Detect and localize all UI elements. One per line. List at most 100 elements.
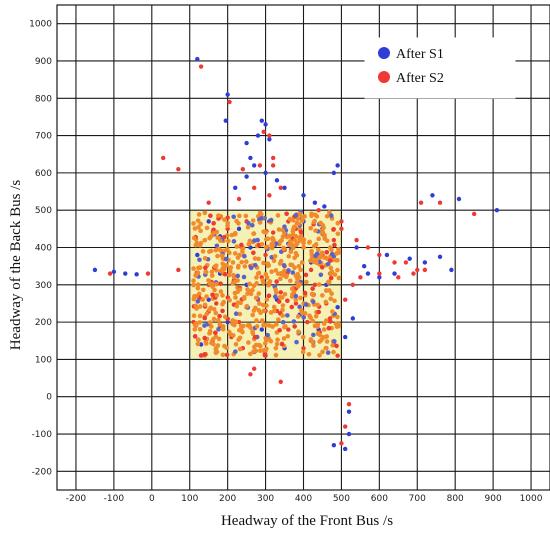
data-point (276, 227, 282, 232)
data-point (216, 336, 222, 342)
data-point (194, 306, 199, 311)
data-point (231, 239, 237, 244)
data-point (233, 295, 238, 300)
data-point (346, 401, 352, 407)
x-axis-title: Headway of the Front Bus /s (221, 513, 393, 529)
data-point (267, 137, 272, 142)
data-point (239, 242, 244, 248)
data-point (310, 286, 315, 291)
data-point (248, 291, 254, 297)
data-point (293, 293, 299, 299)
data-point (198, 228, 203, 234)
y-tick-label-bg (24, 241, 54, 253)
data-point (237, 311, 243, 317)
x-tick-label-bg (329, 493, 354, 504)
data-point (264, 275, 270, 280)
data-point (280, 307, 285, 313)
data-point (306, 352, 312, 357)
data-point (301, 315, 306, 320)
data-point (203, 269, 209, 275)
data-point (244, 140, 249, 146)
data-point (318, 220, 323, 226)
data-point (245, 224, 251, 230)
data-point (248, 245, 253, 250)
data-point (176, 166, 181, 172)
data-point (293, 250, 299, 256)
data-point (200, 249, 206, 254)
y-tick-label: 0 (46, 393, 52, 403)
data-point (263, 236, 269, 242)
data-point (208, 234, 214, 239)
data-point (195, 56, 200, 62)
data-point (244, 174, 249, 179)
data-point (278, 185, 283, 191)
data-point (293, 212, 299, 218)
data-point (231, 214, 236, 220)
data-point (256, 256, 261, 262)
data-point (263, 122, 268, 127)
data-point (384, 252, 390, 258)
data-point (238, 300, 243, 306)
x-tick-label-bg (101, 493, 126, 504)
data-point (316, 247, 321, 253)
data-point (392, 260, 397, 265)
data-point (248, 265, 254, 271)
data-point (191, 266, 196, 271)
y-tick-label: 600 (35, 169, 52, 179)
data-point (271, 304, 277, 310)
data-point (274, 290, 279, 295)
data-point (206, 219, 211, 224)
data-point (243, 213, 249, 219)
data-point (265, 332, 271, 338)
data-point (254, 318, 259, 323)
data-point (330, 309, 335, 314)
data-point (228, 265, 234, 270)
data-point (312, 200, 318, 205)
data-point (287, 278, 293, 284)
y-tick-label: 500 (35, 206, 52, 216)
data-point (297, 304, 302, 310)
data-point (282, 185, 287, 191)
data-point (261, 322, 266, 328)
data-point (456, 196, 462, 202)
x-tick-label: -200 (66, 494, 87, 504)
data-point (350, 316, 355, 321)
x-tick-label: 600 (371, 494, 388, 504)
data-point (217, 321, 223, 327)
x-tick-label-bg (215, 493, 240, 504)
data-point (377, 252, 382, 258)
data-point (295, 314, 301, 319)
data-point (332, 242, 337, 248)
data-point (270, 242, 276, 247)
data-point (207, 320, 213, 325)
data-point (315, 302, 321, 308)
data-point (211, 227, 216, 233)
data-point (270, 237, 276, 243)
data-point (239, 259, 245, 265)
data-point (236, 337, 241, 342)
data-point (263, 245, 269, 250)
data-point (223, 118, 228, 123)
data-point (261, 260, 266, 266)
y-tick-label: 700 (35, 132, 52, 142)
y-tick-label: 300 (35, 281, 52, 291)
data-point (123, 271, 128, 276)
data-point (277, 327, 282, 333)
data-point (220, 326, 226, 332)
data-point (294, 280, 300, 285)
data-point (274, 241, 279, 246)
data-point (286, 253, 292, 259)
x-tick-label: 0 (149, 494, 155, 504)
data-point (311, 219, 317, 225)
data-point (202, 237, 208, 243)
data-point (325, 261, 331, 267)
data-point (311, 343, 316, 348)
data-point (295, 216, 301, 221)
data-point (297, 211, 303, 217)
data-point (324, 213, 330, 219)
data-point (261, 308, 267, 314)
y-tick-label-bg (24, 390, 54, 402)
data-point (326, 325, 332, 331)
data-point (318, 272, 324, 278)
data-point (313, 228, 318, 233)
